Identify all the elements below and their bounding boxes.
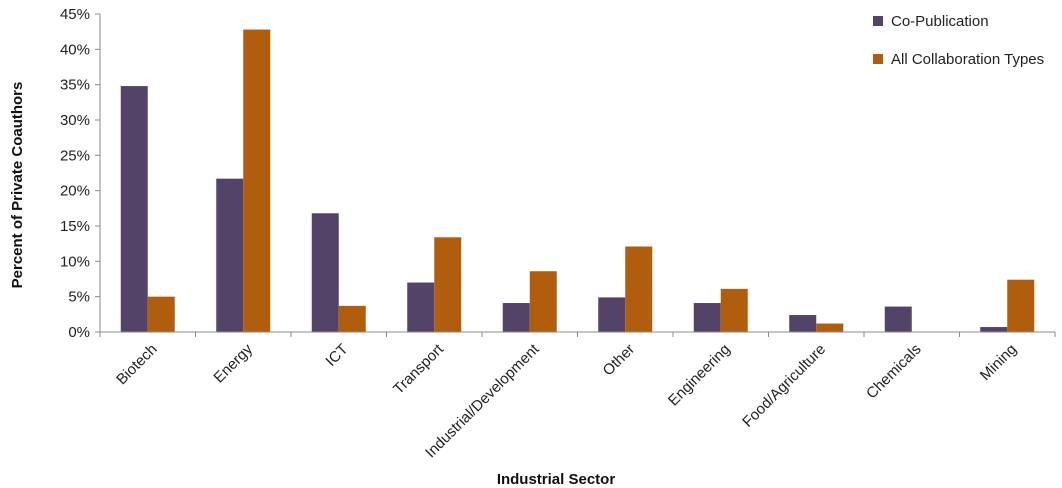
bar-all-collaboration-types-ict [338, 305, 366, 332]
legend-label: All Collaboration Types [891, 51, 1044, 68]
legend: Co-Publication All Collaboration Types [873, 13, 1044, 68]
y-tick-label: 15% [60, 218, 90, 235]
bar-co-publication-chemicals [884, 306, 912, 332]
bar-co-publication-food-agriculture [789, 315, 817, 332]
bar-co-publication-industrial-development [502, 303, 530, 332]
x-tick-label: Engineering [665, 341, 734, 410]
x-tick-label: Biotech [113, 341, 160, 388]
bar-all-collaboration-types-industrial-development [529, 271, 557, 332]
y-tick-label: 25% [60, 147, 90, 164]
bar-co-publication-energy [216, 178, 244, 332]
x-tick-label: Transport [390, 340, 448, 398]
bar-co-publication-ict [311, 213, 339, 332]
bar-all-collaboration-types-engineering [720, 288, 748, 332]
y-tick-label: 5% [68, 289, 90, 306]
y-tick-label: 10% [60, 253, 90, 270]
x-tick-label: Food/Agriculture [739, 341, 829, 431]
y-tick-label: 45% [60, 6, 90, 23]
legend-swatch [873, 54, 883, 64]
legend-swatch [873, 16, 883, 26]
x-tick-label: ICT [322, 341, 351, 370]
bar-co-publication-mining [980, 327, 1008, 332]
y-tick-label: 20% [60, 183, 90, 200]
y-axis: 0% 5% 10% 15% 20% 25% 30% 35% 40% 45% [60, 6, 101, 341]
bar-co-publication-transport [407, 282, 435, 332]
x-tick-label: Energy [210, 340, 256, 386]
bar-all-collaboration-types-energy [243, 29, 271, 333]
x-tick-label: Chemicals [863, 341, 925, 403]
bar-all-collaboration-types-mining [1007, 279, 1035, 332]
y-tick-label: 30% [60, 112, 90, 129]
x-axis: Biotech Energy ICT TransportIndustrial/Deve… [99, 331, 1056, 461]
bars [120, 29, 1035, 333]
x-tick-label: Mining [977, 341, 1020, 384]
x-axis-title: Industrial Sector [497, 471, 616, 488]
bar-all-collaboration-types-biotech [147, 296, 175, 332]
bar-all-collaboration-types-food-agriculture [816, 323, 844, 332]
y-tick-label: 0% [68, 324, 90, 341]
legend-label: Co-Publication [891, 13, 989, 30]
bar-all-collaboration-types-transport [434, 237, 462, 332]
bar-co-publication-engineering [693, 303, 721, 332]
y-tick-label: 35% [60, 77, 90, 94]
y-tick-label: 40% [60, 41, 90, 58]
bar-co-publication-other [598, 297, 626, 332]
bar-co-publication-biotech [120, 86, 148, 332]
bar-all-collaboration-types-other [625, 246, 653, 332]
y-axis-title: Percent of Private Coauthors [9, 82, 26, 289]
x-tick-label: Other [600, 341, 639, 380]
